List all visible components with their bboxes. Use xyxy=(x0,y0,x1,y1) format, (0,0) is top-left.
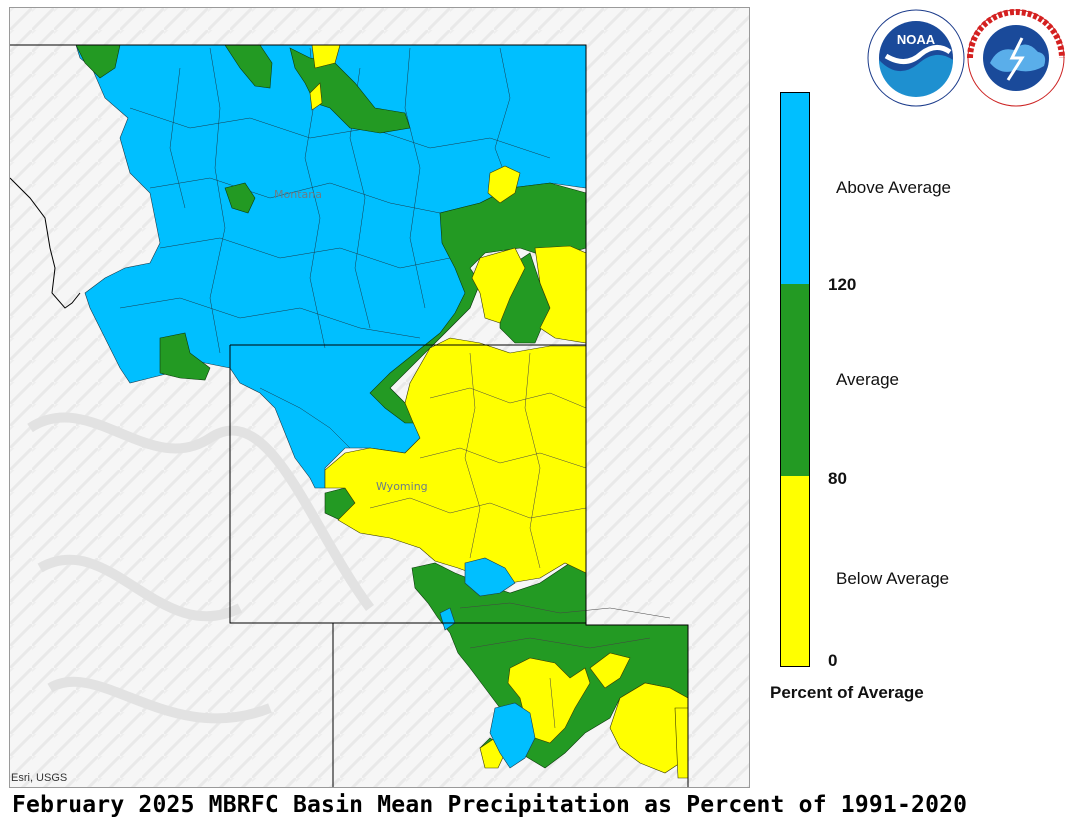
border-line xyxy=(10,177,81,309)
legend-break-0: 0 xyxy=(828,651,838,670)
noaa-logo-text: NOAA xyxy=(897,32,936,47)
state-label-wyoming: Wyoming xyxy=(376,480,428,493)
legend-break-120: 120 xyxy=(828,275,857,294)
basin-outlines-south xyxy=(369,352,671,729)
legend-label-average: Average xyxy=(836,370,900,389)
legend-label-above: Above Average xyxy=(836,178,951,197)
map-panel[interactable]: Montana Wyoming xyxy=(9,7,750,788)
basin-map: Montana Wyoming xyxy=(10,8,749,787)
legend-title: Percent of Average xyxy=(770,683,924,702)
page-title: February 2025 MBRFC Basin Mean Precipita… xyxy=(12,792,968,818)
legend-label-below: Below Average xyxy=(836,569,950,588)
agency-logos: NOAA xyxy=(867,9,1065,107)
state-label-montana: Montana xyxy=(274,188,322,201)
legend-swatch-average xyxy=(781,284,809,476)
map-attribution: Esri, USGS xyxy=(11,772,68,784)
terrain-ridges xyxy=(27,412,375,724)
nws-logo xyxy=(967,9,1065,107)
regions-above-average-south[interactable] xyxy=(439,557,536,769)
legend-break-80: 80 xyxy=(828,469,847,488)
noaa-logo: NOAA xyxy=(867,9,965,107)
basin-outlines-above xyxy=(119,47,551,449)
legend-swatch-below xyxy=(781,476,809,666)
state-borders xyxy=(10,44,689,787)
legend-color-bar xyxy=(780,92,810,667)
legend-swatch-above xyxy=(781,93,809,284)
